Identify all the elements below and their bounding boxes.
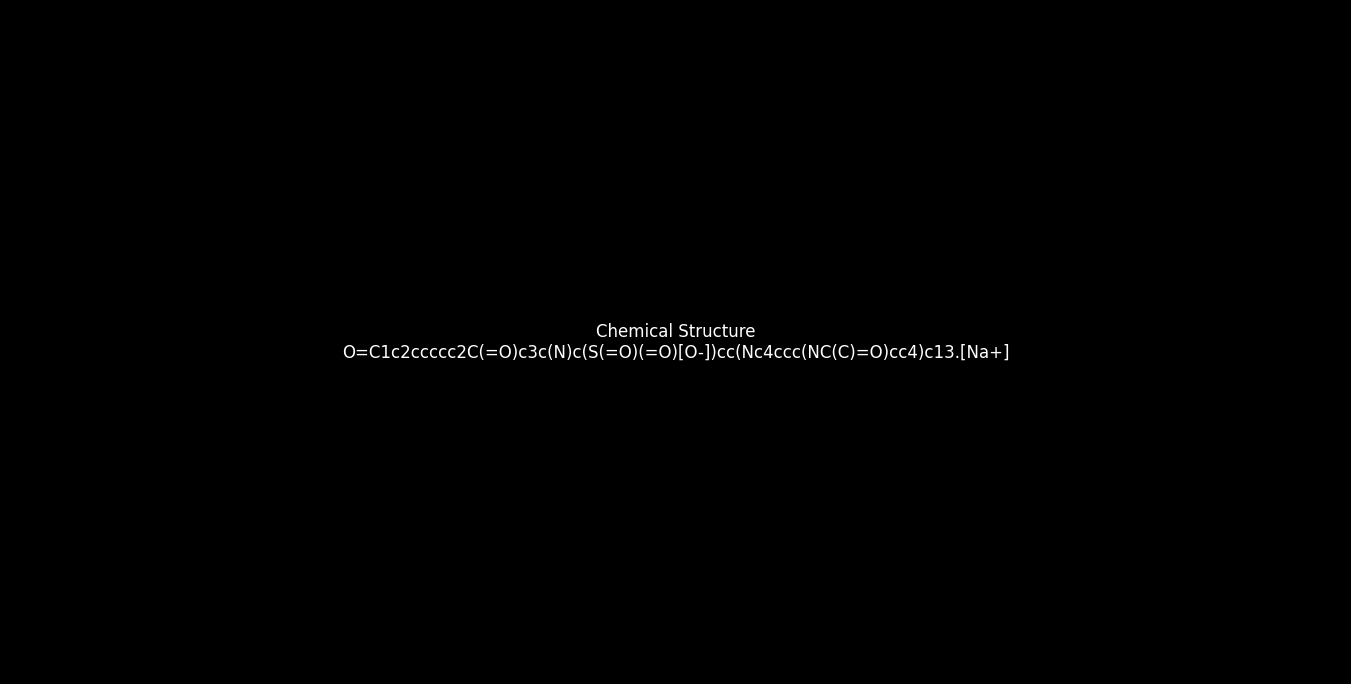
Text: Chemical Structure
O=C1c2ccccc2C(=O)c3c(N)c(S(=O)(=O)[O-])cc(Nc4ccc(NC(C)=O)cc4): Chemical Structure O=C1c2ccccc2C(=O)c3c(… [342,323,1009,361]
